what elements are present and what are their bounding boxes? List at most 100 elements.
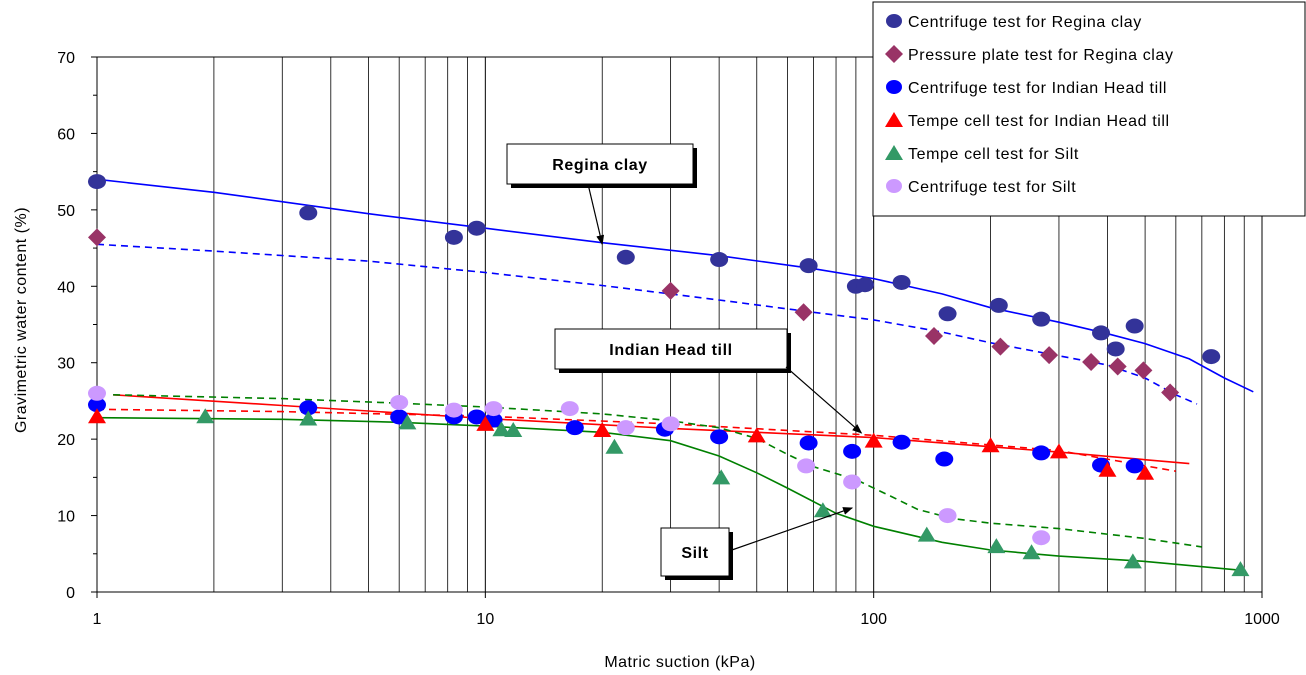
data-point bbox=[864, 432, 883, 448]
callout-box bbox=[554, 328, 788, 370]
x-tick-label: 100 bbox=[860, 611, 887, 628]
data-point bbox=[1134, 361, 1153, 380]
data-point bbox=[444, 402, 463, 418]
legend-marker bbox=[886, 80, 902, 94]
x-axis-title: Matric suction (kPa) bbox=[604, 654, 755, 671]
data-point bbox=[1125, 458, 1144, 474]
data-point bbox=[981, 437, 1000, 453]
data-point bbox=[712, 469, 731, 485]
data-point bbox=[299, 410, 318, 426]
data-point bbox=[565, 420, 584, 436]
data-point bbox=[476, 415, 495, 431]
data-point bbox=[1136, 464, 1155, 480]
data-point bbox=[1092, 325, 1111, 341]
data-point bbox=[987, 538, 1006, 554]
data-point bbox=[1032, 445, 1051, 461]
data-point bbox=[196, 408, 215, 424]
data-point bbox=[593, 421, 612, 437]
x-tick-label: 10 bbox=[476, 611, 494, 628]
data-point bbox=[661, 416, 680, 432]
y-tick-label: 70 bbox=[57, 50, 75, 67]
legend-marker bbox=[885, 145, 903, 160]
data-point bbox=[813, 502, 832, 518]
data-point bbox=[935, 451, 954, 467]
axis-ticks: 0 10 20 30 40 50 60 70 1 10 100 1000 bbox=[57, 50, 1280, 628]
data-point bbox=[1202, 349, 1221, 365]
data-point bbox=[88, 385, 106, 401]
data-point bbox=[1022, 544, 1041, 560]
data-point bbox=[1125, 318, 1144, 334]
data-point bbox=[492, 421, 511, 437]
data-point bbox=[88, 397, 106, 413]
data-point bbox=[1098, 461, 1117, 477]
fit-curve bbox=[96, 416, 1245, 572]
data-point bbox=[616, 420, 635, 436]
callouts: Regina clay Indian Head till Silt bbox=[506, 143, 863, 580]
data-point bbox=[484, 401, 503, 417]
data-point bbox=[710, 429, 729, 445]
data-point bbox=[467, 409, 486, 425]
data-point bbox=[88, 228, 106, 247]
data-point bbox=[616, 249, 635, 265]
data-point bbox=[1032, 530, 1051, 546]
callout-arrow bbox=[785, 366, 863, 434]
data-point bbox=[938, 306, 957, 322]
data-point bbox=[88, 174, 106, 190]
callout-box bbox=[506, 143, 694, 185]
callout-label: Indian Head till bbox=[609, 342, 732, 359]
y-tick-label: 40 bbox=[57, 279, 75, 296]
legend-label: Tempe cell test for Indian Head till bbox=[908, 113, 1170, 130]
legend-marker bbox=[886, 179, 902, 193]
data-point bbox=[1040, 346, 1059, 365]
legend-label: Pressure plate test for Regina clay bbox=[908, 47, 1174, 64]
data-point bbox=[444, 229, 463, 245]
y-tick-label: 60 bbox=[57, 126, 75, 143]
data-point bbox=[605, 438, 624, 454]
legend-label: Tempe cell test for Silt bbox=[908, 146, 1079, 163]
data-point bbox=[1231, 561, 1250, 577]
callout-label: Silt bbox=[681, 545, 708, 562]
data-point bbox=[661, 281, 680, 300]
data-point bbox=[843, 474, 862, 490]
legend-label: Centrifuge test for Silt bbox=[908, 179, 1076, 196]
data-points bbox=[88, 174, 1250, 577]
data-point bbox=[299, 400, 318, 416]
data-point bbox=[560, 401, 579, 417]
fit-curve bbox=[96, 243, 1198, 405]
data-point bbox=[924, 326, 943, 345]
legend: Centrifuge test for Regina clay Pressure … bbox=[872, 1, 1306, 217]
callout-arrow bbox=[728, 507, 854, 552]
legend-label: Centrifuge test for Regina clay bbox=[908, 14, 1142, 31]
data-point bbox=[1106, 341, 1125, 357]
legend-label: Centrifuge test for Indian Head till bbox=[908, 80, 1167, 97]
y-tick-label: 0 bbox=[66, 585, 75, 602]
data-point bbox=[1161, 383, 1180, 402]
data-point bbox=[390, 394, 409, 410]
data-point bbox=[892, 434, 911, 450]
data-point bbox=[991, 337, 1010, 356]
y-axis-title: Gravimetric water content (%) bbox=[13, 207, 30, 433]
data-point bbox=[1123, 553, 1142, 569]
data-point bbox=[504, 421, 523, 437]
y-tick-label: 10 bbox=[57, 509, 75, 526]
data-point bbox=[938, 508, 957, 524]
x-tick-label: 1 bbox=[93, 611, 102, 628]
data-point bbox=[799, 435, 818, 451]
legend-marker bbox=[886, 14, 902, 28]
data-point bbox=[797, 458, 816, 474]
y-tick-label: 30 bbox=[57, 356, 75, 373]
data-point bbox=[398, 414, 417, 430]
callout-box bbox=[660, 527, 730, 577]
data-point bbox=[917, 526, 936, 542]
data-point bbox=[299, 205, 318, 221]
data-point bbox=[747, 427, 766, 443]
legend-marker bbox=[885, 112, 903, 127]
legend-box bbox=[872, 1, 1306, 217]
data-point bbox=[88, 408, 106, 424]
data-point bbox=[843, 443, 862, 459]
data-point bbox=[799, 258, 818, 274]
data-point bbox=[794, 303, 813, 322]
data-point bbox=[1108, 357, 1127, 376]
y-tick-label: 20 bbox=[57, 432, 75, 449]
